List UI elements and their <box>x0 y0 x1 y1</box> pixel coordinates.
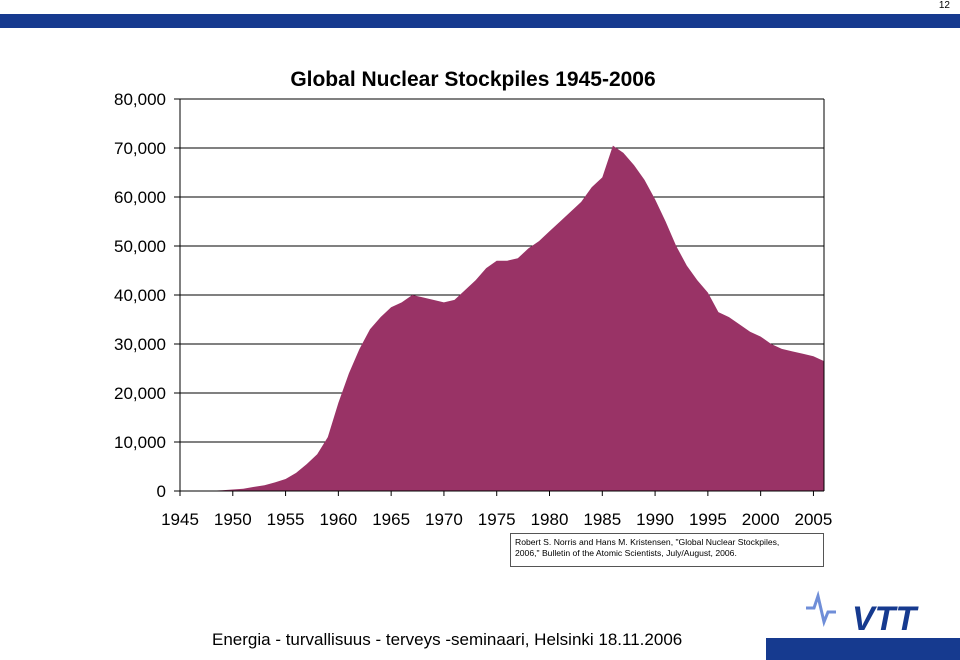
y-tick-label: 70,000 <box>114 139 166 158</box>
x-tick-label: 1980 <box>531 510 569 529</box>
stockpile-area <box>180 145 824 491</box>
x-tick-label: 1945 <box>161 510 199 529</box>
y-tick-label: 60,000 <box>114 188 166 207</box>
vtt-logo: VTT <box>766 590 960 660</box>
x-tick-label: 1990 <box>636 510 674 529</box>
y-tick-label: 50,000 <box>114 237 166 256</box>
citation-line: Robert S. Norris and Hans M. Kristensen,… <box>515 537 780 547</box>
x-tick-label: 1965 <box>372 510 410 529</box>
chart-title: Global Nuclear Stockpiles 1945-2006 <box>290 68 656 91</box>
y-tick-labels: 0 10,000 20,000 30,000 40,000 50,000 60,000 70,… <box>114 90 166 501</box>
y-tick-label: 20,000 <box>114 384 166 403</box>
x-tick-label: 1985 <box>583 510 621 529</box>
x-tick-labels: 1945 1950 1955 1960 1965 1970 1975 1980 1985 1990… <box>161 510 832 529</box>
y-tick-label: 30,000 <box>114 335 166 354</box>
x-tick-label: 1950 <box>214 510 252 529</box>
y-tick-label: 80,000 <box>114 90 166 109</box>
x-tick-label: 2000 <box>742 510 780 529</box>
citation-line: 2006," Bulletin of the Atomic Scientists… <box>515 548 737 558</box>
x-tick-label: 1995 <box>689 510 727 529</box>
footer-text: Energia - turvallisuus - terveys -semina… <box>212 630 683 649</box>
x-tick-label: 1955 <box>267 510 305 529</box>
x-tick-label: 1975 <box>478 510 516 529</box>
y-tick-label: 40,000 <box>114 286 166 305</box>
y-tick-label: 10,000 <box>114 433 166 452</box>
citation-box: Robert S. Norris and Hans M. Kristensen,… <box>510 533 824 567</box>
x-tick-label: 1970 <box>425 510 463 529</box>
x-tick-label: 2005 <box>795 510 833 529</box>
y-tick-label: 0 <box>157 482 166 501</box>
page-number: 12 <box>938 0 950 11</box>
top-bar <box>0 14 960 28</box>
x-tick-label: 1960 <box>319 510 357 529</box>
axes <box>179 99 825 492</box>
logo-text: VTT <box>852 600 919 638</box>
